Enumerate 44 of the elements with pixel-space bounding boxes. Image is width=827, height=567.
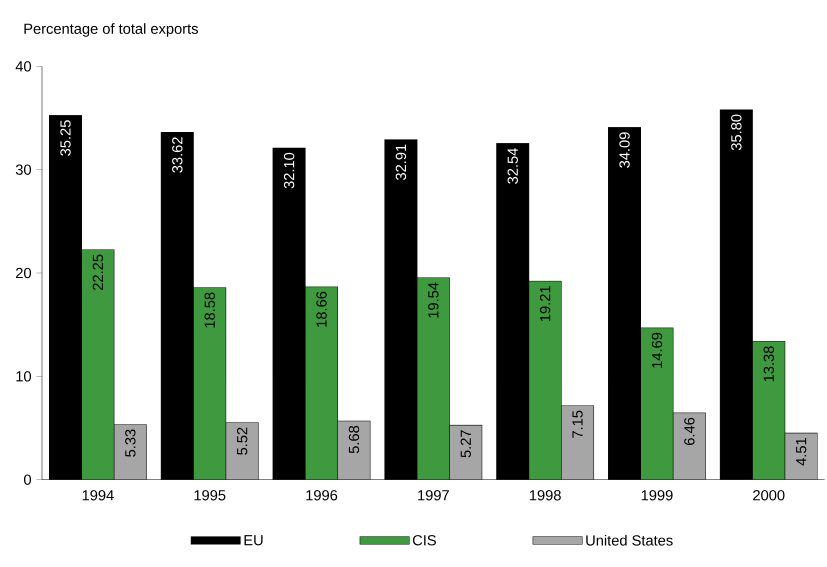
x-tick-label: 2000 (753, 490, 784, 501)
y-tick-label: 10 (16, 371, 32, 382)
bar (752, 341, 786, 480)
x-tick-label: 1994 (82, 490, 114, 501)
y-tick-label: 20 (16, 268, 32, 278)
x-tick-label: 1998 (530, 490, 561, 501)
data-label: 19.21 (540, 286, 550, 322)
y-tick-label: 0 (24, 474, 32, 486)
x-tick-label: 1995 (194, 490, 226, 501)
data-label: 33.62 (172, 137, 182, 173)
data-label: 6.46 (684, 418, 695, 446)
bar (528, 281, 562, 480)
data-label: 35.25 (60, 120, 71, 156)
data-label: 5.52 (236, 428, 248, 456)
y-axis-title: Percentage of total exports (24, 23, 198, 37)
data-label: 13.38 (764, 346, 774, 382)
data-label: 22.25 (92, 254, 104, 290)
bar (82, 250, 114, 480)
bar (417, 278, 450, 480)
data-label: 5.27 (460, 430, 471, 458)
data-label: 32.91 (396, 144, 406, 180)
data-label: 35.80 (731, 114, 742, 150)
data-label: 7.15 (572, 410, 583, 438)
x-tick-label: 1999 (642, 490, 673, 501)
y-tick-label: 30 (16, 164, 32, 176)
legend-label: United States (586, 535, 673, 546)
data-label: 34.09 (619, 132, 630, 168)
legend-label: EU (244, 535, 263, 546)
bar (305, 287, 338, 480)
data-label: 5.33 (125, 430, 136, 457)
bar (640, 328, 674, 480)
data-label: 32.54 (508, 148, 518, 184)
y-tick-label: 40 (16, 61, 32, 72)
data-label: 18.58 (204, 292, 215, 328)
data-label: 14.69 (652, 333, 662, 368)
data-label: 18.66 (316, 292, 327, 327)
data-label: 19.54 (428, 282, 439, 318)
bar (194, 288, 226, 480)
x-tick-label: 1997 (418, 490, 449, 501)
data-label: 4.51 (796, 438, 806, 466)
legend-label: CIS (412, 535, 436, 546)
data-label: 5.68 (348, 426, 360, 454)
x-tick-label: 1996 (306, 490, 338, 501)
data-label: 32.10 (284, 152, 294, 189)
